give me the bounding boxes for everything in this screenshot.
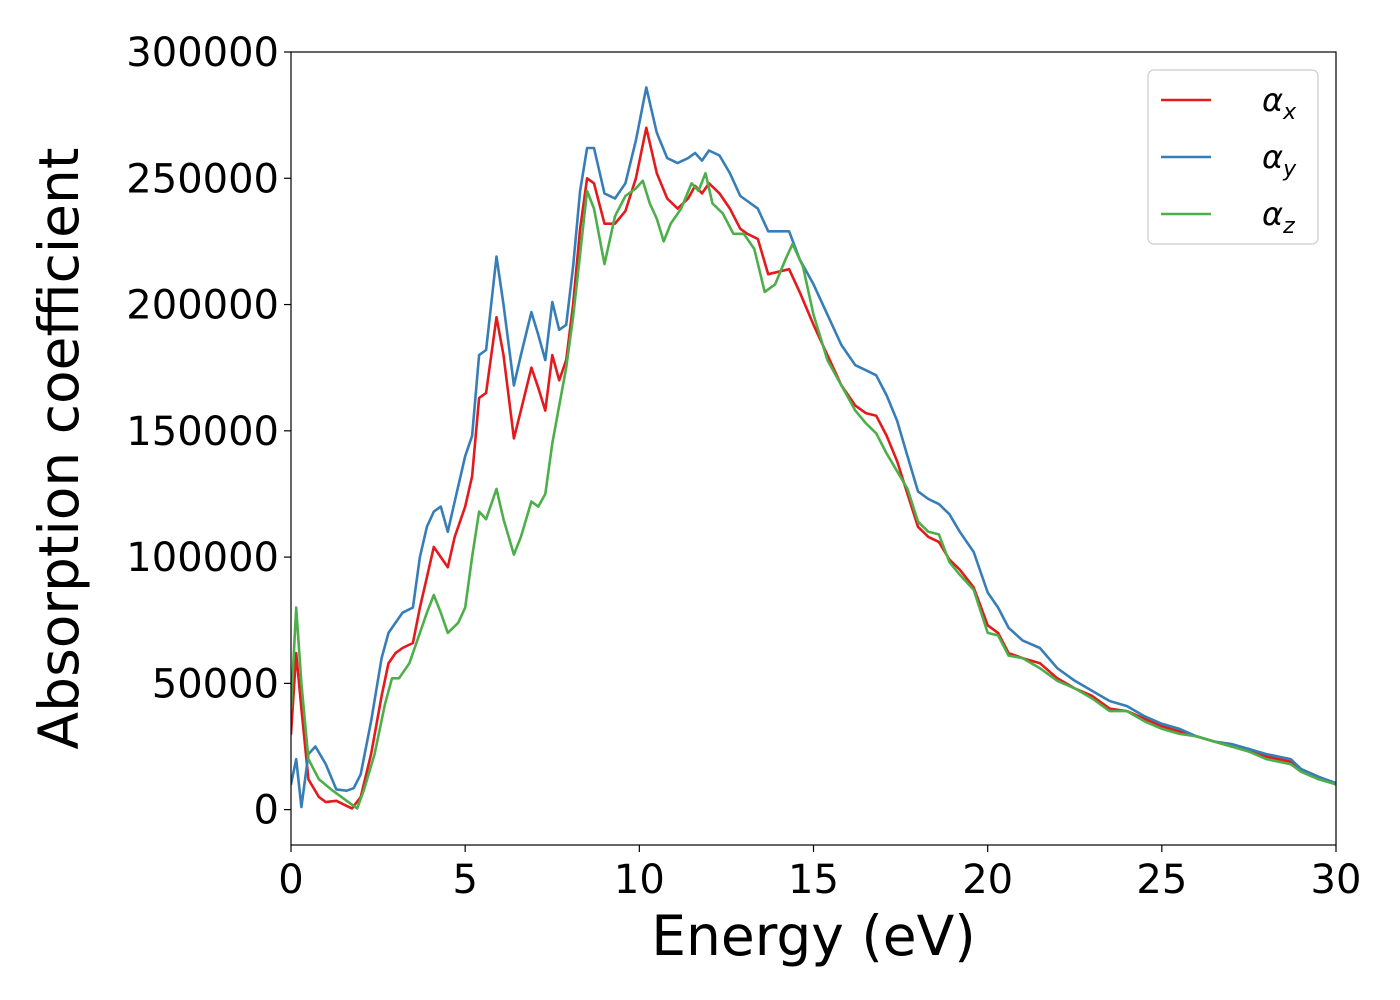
- x-tick-label: 25: [1136, 857, 1187, 903]
- y-tick-label: 250000: [126, 156, 279, 202]
- y-tick-label: 200000: [126, 283, 279, 329]
- series-line-y: [291, 86, 1336, 809]
- y-axis-title: Absorption coefficient: [27, 148, 91, 750]
- legend-item-y: αy: [1161, 138, 1297, 182]
- x-tick-label: 0: [278, 857, 303, 903]
- legend-item-z: αz: [1161, 195, 1295, 239]
- x-axis-title: Energy (eV): [651, 904, 975, 968]
- series-layer: [291, 86, 1336, 810]
- legend: αx αy αz: [1147, 69, 1319, 245]
- y-tick-label: 0: [254, 788, 279, 834]
- x-tick-label: 20: [962, 857, 1013, 903]
- series-line-x: [291, 126, 1336, 810]
- x-tick-label: 5: [452, 857, 477, 903]
- y-tick-label: 100000: [126, 535, 279, 581]
- legend-item-x: αx: [1161, 81, 1297, 125]
- series-line-z: [291, 171, 1336, 810]
- x-tick-label: 10: [614, 857, 665, 903]
- x-tick-label: 30: [1311, 857, 1362, 903]
- x-tick-label: 15: [788, 857, 839, 903]
- legend-label: αz: [1262, 195, 1295, 239]
- y-tick-label: 300000: [126, 30, 279, 76]
- legend-label: αy: [1262, 138, 1297, 182]
- y-tick-label: 150000: [126, 409, 279, 455]
- axes-layer: 0 5 10 15 20 25 30 0 50000 100000 150000 200000 2500…: [126, 30, 1361, 903]
- y-tick-label: 50000: [152, 661, 279, 707]
- legend-label: αx: [1262, 81, 1297, 125]
- legend-box: [1147, 69, 1319, 245]
